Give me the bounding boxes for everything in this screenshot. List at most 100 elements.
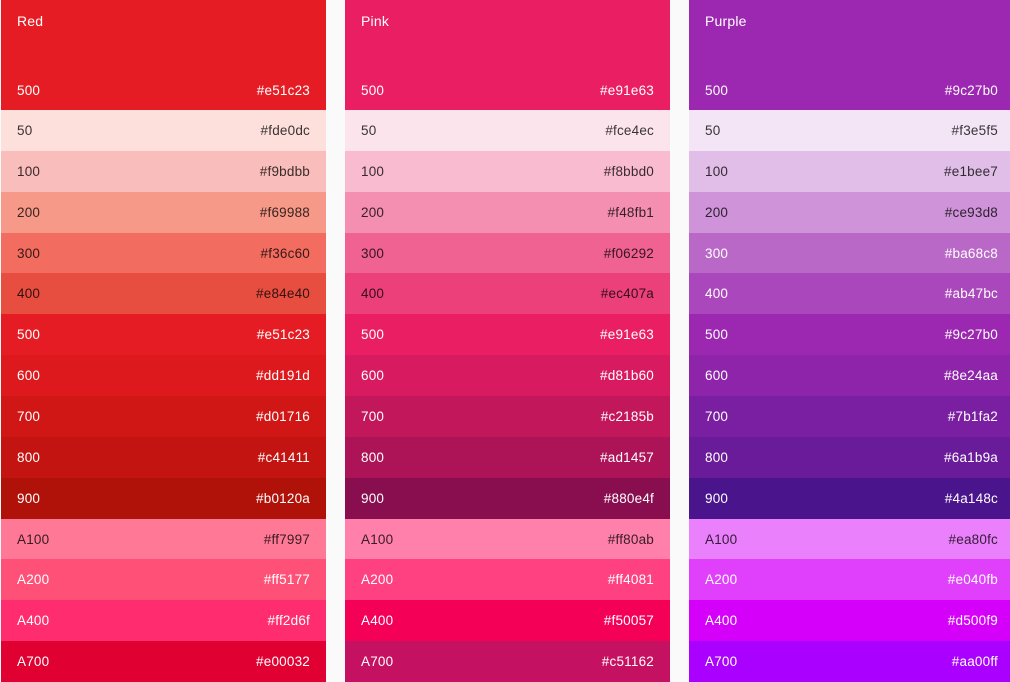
shade-label: 200 [705,204,729,220]
shade-label: 100 [361,163,385,179]
palette-column: Red 500 #e51c23 50 #fde0dc 100 #f9bdbb 2… [1,0,326,682]
shade-swatch-row[interactable]: A200 #ff4081 [345,559,670,601]
shade-swatch-row[interactable]: 200 #f48fb1 [345,191,670,233]
shade-swatch-row[interactable]: 50 #f3e5f5 [689,110,1010,151]
shade-label: A200 [361,572,394,588]
shade-swatch-row[interactable]: A200 #ff5177 [1,559,326,601]
shade-swatch-row[interactable]: 600 #dd191d [1,355,326,397]
shade-swatch-row[interactable]: 400 #ab47bc [689,273,1010,315]
shade-swatch-row[interactable]: 900 #b0120a [1,477,326,519]
palette-header-swatch[interactable]: Purple 500 #9c27b0 [689,0,1010,110]
palette-header-swatch[interactable]: Pink 500 #e91e63 [345,0,670,110]
shade-label: A200 [705,572,738,588]
shade-label: A100 [705,531,738,547]
shade-swatch-row[interactable]: A700 #e00032 [1,641,326,682]
shade-rows: 50 #fde0dc 100 #f9bdbb 200 #f69988 300 #… [1,110,326,682]
shade-swatch-row[interactable]: 900 #4a148c [689,477,1010,519]
shade-swatch-row[interactable]: 100 #f8bbd0 [345,150,670,192]
shade-label: 50 [705,122,721,138]
shade-swatch-row[interactable]: 700 #7b1fa2 [689,396,1010,437]
shade-label: A700 [361,654,394,670]
header-shade-label: 500 [17,83,41,98]
shade-swatch-row[interactable]: 800 #c41411 [1,436,326,478]
shade-hex-value: #e84e40 [256,286,310,302]
palette-title: Red [17,13,44,29]
shade-hex-value: #aa00ff [951,654,998,670]
shade-label: 700 [705,408,729,424]
shade-swatch-row[interactable]: 500 #e51c23 [1,314,326,356]
shade-label: 50 [17,122,33,138]
shade-hex-value: #ba68c8 [944,245,998,261]
shade-swatch-row[interactable]: A400 #d500f9 [689,600,1010,642]
shade-label: 100 [705,163,729,179]
shade-rows: 50 #fce4ec 100 #f8bbd0 200 #f48fb1 300 #… [345,110,670,682]
shade-swatch-row[interactable]: 200 #ce93d8 [689,191,1010,233]
shade-label: 400 [17,286,41,302]
shade-swatch-row[interactable]: 100 #e1bee7 [689,150,1010,192]
shade-swatch-row[interactable]: 500 #e91e63 [345,314,670,356]
palette-header-swatch[interactable]: Red 500 #e51c23 [1,0,326,110]
shade-swatch-row[interactable]: 800 #6a1b9a [689,436,1010,478]
shade-swatch-row[interactable]: 50 #fce4ec [345,110,670,151]
shade-hex-value: #6a1b9a [944,449,998,465]
shade-swatch-row[interactable]: 500 #9c27b0 [689,314,1010,356]
shade-swatch-row[interactable]: 100 #f9bdbb [1,150,326,192]
shade-label: 200 [361,204,385,220]
shade-swatch-row[interactable]: 400 #ec407a [345,273,670,315]
shade-label: 100 [17,163,41,179]
shade-swatch-row[interactable]: A400 #f50057 [345,600,670,642]
shade-hex-value: #f48fb1 [607,204,654,220]
shade-hex-value: #ec407a [600,286,654,302]
shade-hex-value: #fce4ec [605,122,654,138]
shade-swatch-row[interactable]: 300 #f06292 [345,232,670,274]
shade-hex-value: #d81b60 [600,368,654,384]
shade-hex-value: #880e4f [603,490,654,506]
shade-swatch-row[interactable]: A100 #ea80fc [689,518,1010,560]
header-shade-label: 500 [361,83,385,98]
shade-label: A400 [705,613,738,629]
shade-swatch-row[interactable]: 900 #880e4f [345,477,670,519]
shade-label: 500 [17,327,41,343]
shade-swatch-row[interactable]: A200 #e040fb [689,559,1010,601]
shade-swatch-row[interactable]: 800 #ad1457 [345,436,670,478]
shade-label: 600 [705,368,729,384]
shade-label: 800 [361,449,385,465]
shade-hex-value: #f9bdbb [259,163,310,179]
shade-label: 700 [361,408,385,424]
shade-label: 700 [17,408,41,424]
shade-hex-value: #b0120a [256,490,310,506]
shade-swatch-row[interactable]: 200 #f69988 [1,191,326,233]
shade-swatch-row[interactable]: A100 #ff7997 [1,518,326,560]
shade-hex-value: #c51162 [601,654,654,670]
shade-label: 50 [361,122,377,138]
shade-swatch-row[interactable]: 300 #ba68c8 [689,232,1010,274]
shade-swatch-row[interactable]: 50 #fde0dc [1,110,326,151]
shade-label: 300 [705,245,729,261]
shade-swatch-row[interactable]: 600 #8e24aa [689,355,1010,397]
shade-label: 300 [17,245,41,261]
shade-label: 800 [17,449,41,465]
shade-swatch-row[interactable]: 400 #e84e40 [1,273,326,315]
header-hex-value: #e91e63 [600,83,654,98]
shade-hex-value: #f3e5f5 [951,122,998,138]
shade-label: A400 [361,613,394,629]
shade-swatch-row[interactable]: A400 #ff2d6f [1,600,326,642]
shade-hex-value: #c2185b [600,408,654,424]
shade-hex-value: #f06292 [603,245,654,261]
shade-swatch-row[interactable]: 700 #c2185b [345,396,670,437]
shade-swatch-row[interactable]: 300 #f36c60 [1,232,326,274]
shade-swatch-row[interactable]: 600 #d81b60 [345,355,670,397]
shade-label: A100 [17,531,50,547]
shade-label: A400 [17,613,50,629]
shade-swatch-row[interactable]: A100 #ff80ab [345,518,670,560]
shade-label: A100 [361,531,394,547]
shade-swatch-row[interactable]: A700 #c51162 [345,641,670,682]
shade-swatch-row[interactable]: A700 #aa00ff [689,641,1010,682]
shade-hex-value: #4a148c [944,490,998,506]
shade-label: 300 [361,245,385,261]
shade-hex-value: #ce93d8 [944,204,998,220]
palette-header-row: 500 #e51c23 [17,83,310,98]
header-hex-value: #9c27b0 [944,83,998,98]
shade-hex-value: #ff4081 [607,572,654,588]
shade-swatch-row[interactable]: 700 #d01716 [1,396,326,437]
